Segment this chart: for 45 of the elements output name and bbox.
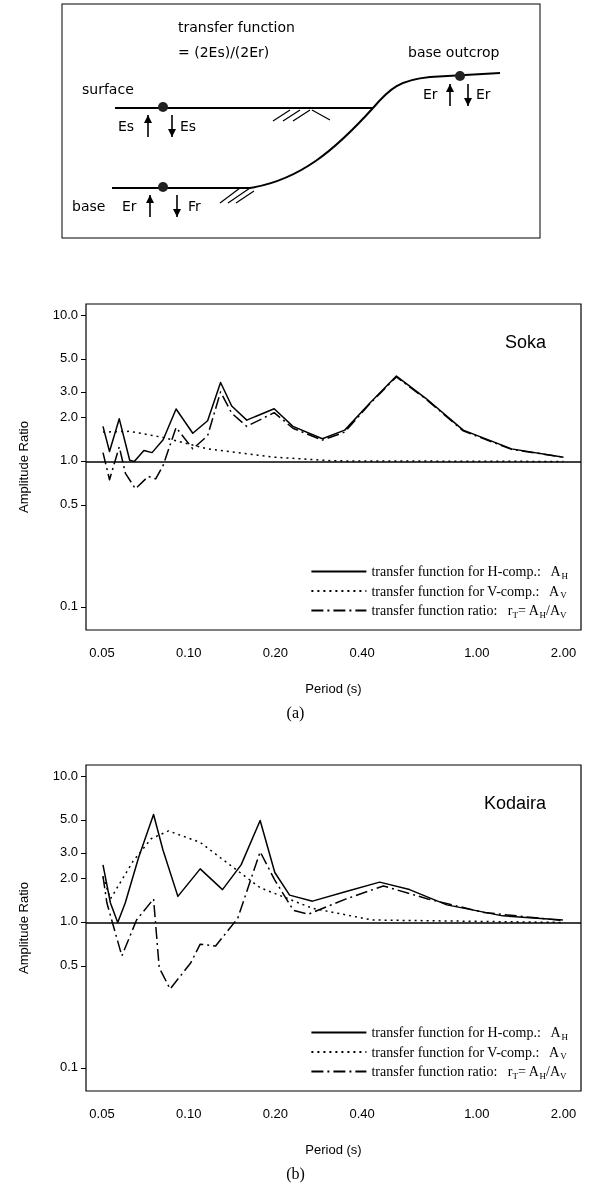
text: Soka xyxy=(504,332,547,352)
x-tick-label: 0.40 xyxy=(349,1106,375,1121)
text: (a) xyxy=(286,703,305,722)
y-tick-label: 1.0 xyxy=(59,913,78,929)
text: Es xyxy=(118,118,135,134)
y-tick-label: 1.0 xyxy=(59,452,78,468)
x-axis-title: Period (s) xyxy=(305,681,362,696)
text: Er xyxy=(476,86,491,102)
x-tick-label: 0.20 xyxy=(262,645,289,660)
text: Er xyxy=(423,86,438,102)
text: base outcrop xyxy=(408,44,500,60)
x-tick-label: 1.00 xyxy=(464,1106,490,1121)
text: transfer function xyxy=(178,19,295,35)
y-tick-label: 3.0 xyxy=(59,843,78,859)
x-tick-label: 1.00 xyxy=(464,645,490,660)
y-tick-label: 5.0 xyxy=(59,350,78,366)
x-tick-label: 0.20 xyxy=(262,1106,289,1121)
x-tick-label: 0.05 xyxy=(89,1106,115,1121)
y-tick-label: 0.1 xyxy=(59,1059,78,1075)
x-tick-label: 0.10 xyxy=(176,1106,202,1121)
y-tick-label: 0.5 xyxy=(59,496,78,512)
y-tick-label: 10.0 xyxy=(52,306,78,322)
y-tick-label: 10.0 xyxy=(52,767,78,783)
x-axis-title: Period (s) xyxy=(305,1142,362,1157)
x-tick-label: 0.40 xyxy=(349,645,375,660)
text: Er xyxy=(122,198,137,214)
y-tick-label: 3.0 xyxy=(59,382,78,398)
y-axis-title: Amplitude Ratio xyxy=(16,421,31,513)
text: base xyxy=(72,198,106,214)
x-tick-label: 0.05 xyxy=(89,645,115,660)
y-tick-label: 0.1 xyxy=(59,598,78,614)
y-tick-label: 2.0 xyxy=(59,869,78,885)
y-tick-label: 0.5 xyxy=(59,957,78,973)
x-tick-label: 2.00 xyxy=(550,1106,577,1121)
text: Fr xyxy=(188,198,202,214)
text: (b) xyxy=(286,1164,305,1183)
text: surface xyxy=(82,81,134,97)
x-tick-label: 0.10 xyxy=(176,645,202,660)
y-axis-title: Amplitude Ratio xyxy=(16,882,31,974)
y-tick-label: 2.0 xyxy=(59,408,78,424)
text: = (2Es)/(2Er) xyxy=(178,44,270,60)
x-tick-label: 2.00 xyxy=(550,645,577,660)
y-tick-label: 5.0 xyxy=(59,811,78,827)
text: Kodaira xyxy=(483,793,547,813)
text: Es xyxy=(180,118,197,134)
